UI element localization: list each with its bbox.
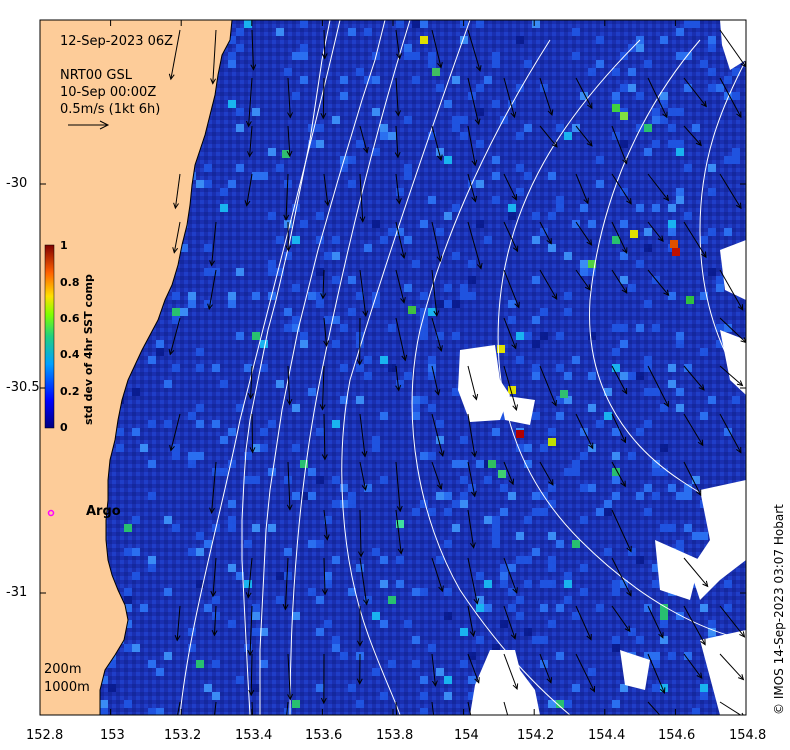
imos-credit: © IMOS 14-Sep-2023 03:07 Hobart — [772, 504, 786, 715]
colorbar-tick: 0 — [60, 421, 68, 434]
colorbar — [44, 244, 55, 429]
colorbar-tick: 0.8 — [60, 276, 80, 289]
colorbar-tick: 0.4 — [60, 348, 80, 361]
isobath-200-label: 200m — [44, 662, 82, 677]
colorbar-tick: 0.2 — [60, 385, 80, 398]
cloud-gap — [470, 650, 540, 715]
cloud-gap — [458, 345, 510, 422]
x-tick-label: 154.2 — [517, 728, 555, 743]
argo-marker — [47, 509, 55, 517]
x-tick-label: 153.8 — [376, 728, 414, 743]
isobath-1000m — [259, 20, 386, 715]
cloud-gap — [720, 240, 746, 300]
product-date-label: 10-Sep 00:00Z — [60, 85, 157, 100]
x-tick-label: 153.6 — [305, 728, 343, 743]
product-label: NRT00 GSL — [60, 68, 132, 83]
y-tick-label: -30.5 — [6, 380, 40, 395]
scale-label: 0.5m/s (1kt 6h) — [60, 102, 161, 117]
colorbar-tick: 0.6 — [60, 312, 80, 325]
x-tick-label: 153 — [100, 728, 125, 743]
cloud-gap — [500, 395, 535, 425]
datetime-label: 12-Sep-2023 06Z — [60, 34, 174, 49]
cloud-gap — [620, 650, 650, 690]
cloud-gap — [655, 540, 700, 600]
isobath-1000-label: 1000m — [44, 680, 90, 695]
land-mass — [40, 20, 233, 715]
sst-speckle — [100, 20, 740, 715]
x-tick-label: 153.2 — [164, 728, 202, 743]
x-tick-label: 154.4 — [588, 728, 626, 743]
x-tick-label: 154.8 — [729, 728, 767, 743]
axis-ticks — [39, 20, 747, 715]
colorbar-title: std dev of 4hr SST comp — [82, 274, 95, 425]
current-vectors — [168, 29, 746, 715]
colorbar-tick: 1 — [60, 239, 68, 252]
scale-arrow — [68, 120, 110, 130]
x-tick-label: 154.6 — [658, 728, 696, 743]
y-tick-label: -30 — [6, 176, 28, 191]
y-tick-label: -31 — [6, 585, 28, 600]
x-tick-label: 153.4 — [235, 728, 273, 743]
cloud-gap — [700, 630, 746, 715]
x-tick-label: 154 — [454, 728, 479, 743]
x-tick-label: 152.8 — [26, 728, 64, 743]
argo-label: Argo — [86, 504, 121, 519]
